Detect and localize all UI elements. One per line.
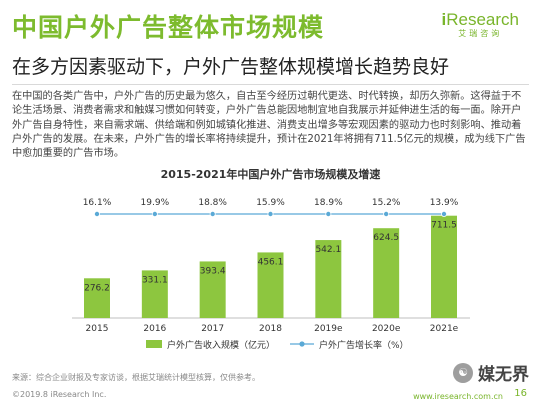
growth-rate-label: 13.9% xyxy=(430,198,459,208)
website-url[interactable]: www.iresearch.com.cn xyxy=(413,392,503,401)
legend-marker-growth xyxy=(299,341,305,347)
revenue-bar xyxy=(84,278,110,318)
revenue-bar xyxy=(431,215,457,318)
bar-value-label: 276.2 xyxy=(84,283,110,293)
growth-rate-point xyxy=(383,210,390,217)
logo-wordmark: iResearch xyxy=(442,10,520,30)
copyright-text: ©2019.8 iResearch Inc. xyxy=(12,390,107,399)
x-tick-label: 2016 xyxy=(143,324,166,334)
bar-value-label: 624.5 xyxy=(373,233,399,243)
bar-value-label: 711.5 xyxy=(431,221,457,231)
logo-main-text: Research xyxy=(446,10,519,29)
wechat-icon: ☯ xyxy=(453,362,473,383)
source-note: 来源：综合企业财报及专家访谈，根据艾瑞统计模型核算，仅供参考。 xyxy=(12,373,260,382)
growth-rate-label: 18.8% xyxy=(198,198,227,208)
growth-rate-label: 15.2% xyxy=(372,198,401,208)
growth-rate-point xyxy=(209,210,216,217)
bar-value-label: 331.1 xyxy=(142,275,168,285)
watermark: ☯ 媒无界 xyxy=(453,360,529,385)
chart-title: 2015-2021年中国户外广告市场规模及增速 xyxy=(160,168,381,181)
header-divider xyxy=(12,84,529,85)
growth-rate-point xyxy=(325,210,332,217)
revenue-bar xyxy=(257,252,284,318)
x-tick-label: 2020e xyxy=(372,324,401,334)
revenue-bar xyxy=(199,261,226,318)
page-subtitle: 在多方因素驱动下，户外广告整体规模增长趋势良好 xyxy=(12,56,450,78)
legend-swatch-revenue xyxy=(146,340,162,348)
x-tick-label: 2018 xyxy=(259,324,282,334)
revenue-bar xyxy=(141,270,168,318)
bar-value-label: 456.1 xyxy=(258,257,284,267)
legend-label-growth: 户外广告增长率（%） xyxy=(319,339,409,351)
intro-paragraph: 在中国的各类广告中，户外广告的历史最为悠久，自古至今经历过朝代更迭、时代转换，却… xyxy=(12,91,526,160)
revenue-bar xyxy=(315,240,342,318)
growth-rate-point xyxy=(151,210,158,217)
growth-rate-point xyxy=(267,210,274,217)
logo-prefix: i xyxy=(441,10,447,29)
growth-rate-label: 18.9% xyxy=(314,198,343,208)
iresearch-logo: iResearch 艾瑞咨询 xyxy=(442,10,520,39)
page-title: 中国户外广告整体市场规模 xyxy=(12,13,325,42)
growth-rate-label: 19.9% xyxy=(141,198,170,208)
watermark-text: 媒无界 xyxy=(478,365,529,385)
x-tick-label: 2017 xyxy=(201,324,224,334)
bar-value-label: 393.4 xyxy=(200,266,226,276)
x-tick-label: 2021e xyxy=(430,324,459,334)
growth-rate-label: 15.9% xyxy=(256,198,285,208)
legend-label-revenue: 户外广告收入规模（亿元） xyxy=(167,339,275,351)
growth-rate-label: 16.1% xyxy=(83,198,112,208)
x-tick-label: 2015 xyxy=(86,324,109,334)
growth-rate-point xyxy=(94,210,101,217)
revenue-bar xyxy=(373,228,400,318)
growth-rate-point xyxy=(440,210,447,217)
x-tick-label: 2019e xyxy=(314,324,343,334)
bar-value-label: 542.1 xyxy=(315,245,341,255)
logo-subtext: 艾瑞咨询 xyxy=(458,29,503,38)
page-number: 16 xyxy=(514,388,527,399)
